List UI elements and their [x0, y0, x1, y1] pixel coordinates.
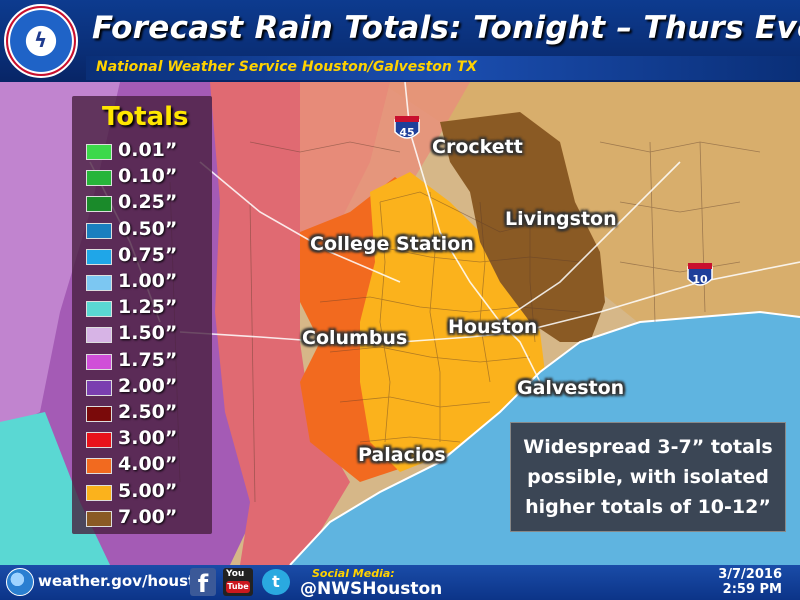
legend-item: 0.75”	[86, 243, 210, 269]
legend-item: 0.25”	[86, 191, 210, 216]
legend-swatch	[86, 144, 112, 160]
legend-label: 0.10”	[118, 165, 178, 188]
social-media-label: Social Media:	[312, 567, 395, 580]
legend-item: 1.00”	[86, 270, 210, 295]
globe-icon	[6, 568, 34, 596]
page-title: Forecast Rain Totals: Tonight – Thurs Ev…	[92, 10, 800, 46]
legend-label: 1.25”	[118, 296, 178, 319]
legend-label: 7.00”	[118, 505, 178, 528]
legend-swatch	[86, 301, 112, 318]
city-label-palacios: Palacios	[358, 444, 446, 466]
legend-item: 1.25”	[86, 296, 210, 321]
legend-swatch	[86, 510, 112, 527]
legend-swatch	[86, 458, 112, 475]
legend-label: 2.50”	[118, 401, 178, 423]
social-handle[interactable]: @NWSHouston	[300, 579, 443, 599]
legend-label: 1.75”	[118, 348, 178, 371]
callout-line-2: possible, with isolated	[527, 466, 769, 488]
nws-logo: ϟ	[4, 4, 78, 78]
facebook-icon[interactable]: f	[190, 568, 216, 598]
city-label-galveston: Galveston	[517, 377, 625, 399]
legend-label: 1.50”	[118, 322, 178, 345]
legend-label: 0.50”	[118, 217, 178, 240]
legend-item: 0.50”	[86, 217, 210, 243]
subtitle-bar	[86, 56, 800, 80]
timestamp: 3/7/2016 2:59 PM	[682, 567, 782, 597]
legend-label: 2.00”	[118, 374, 178, 397]
legend-label: 1.00”	[118, 270, 178, 292]
legend-label: 5.00”	[118, 479, 178, 502]
gold-band	[360, 172, 545, 472]
issue-date: 3/7/2016	[718, 567, 782, 582]
legend-label: 4.00”	[118, 453, 178, 476]
logo-center	[27, 27, 55, 55]
issue-time: 2:59 PM	[722, 582, 782, 597]
legend-swatch	[86, 432, 112, 449]
office-subtitle: National Weather Service Houston/Galvest…	[96, 59, 478, 75]
legend-item: 1.75”	[86, 348, 210, 374]
city-label-houston: Houston	[448, 316, 538, 338]
interstate-45-shield: 45	[394, 116, 420, 139]
legend-swatch	[86, 353, 112, 370]
legend-swatch	[86, 327, 112, 344]
callout-line-1: Widespread 3-7” totals	[523, 436, 773, 458]
legend-item: 7.00”	[86, 505, 210, 531]
legend-label: 0.25”	[118, 191, 178, 214]
brown-band	[440, 112, 605, 342]
legend-label: 0.01”	[118, 139, 178, 161]
header-banner: ϟ Forecast Rain Totals: Tonight – Thurs …	[0, 0, 800, 82]
legend-item: 0.01”	[86, 139, 210, 164]
legend-swatch	[86, 406, 112, 422]
interstate-45-label: 45	[399, 126, 414, 139]
interstate-10-label: 10	[692, 273, 708, 286]
legend-swatch	[86, 248, 112, 265]
legend-item: 5.00”	[86, 479, 210, 505]
youtube-tube-text: Tube	[226, 581, 250, 593]
youtube-you-text: You	[226, 569, 245, 579]
city-label-crockett: Crockett	[432, 136, 523, 158]
lightning-icon: ϟ	[34, 28, 48, 52]
city-label-livingston: Livingston	[505, 208, 617, 230]
twitter-icon[interactable]: t	[262, 569, 290, 595]
callout-line-3: higher totals of 10-12”	[525, 496, 771, 518]
legend-item: 0.10”	[86, 165, 210, 190]
legend-swatch	[86, 484, 112, 501]
legend-swatch	[86, 170, 112, 187]
city-label-college-station: College Station	[310, 233, 474, 255]
website-link[interactable]: weather.gov/houston	[38, 572, 217, 590]
legend-swatch	[86, 275, 112, 291]
footer-bar: weather.gov/houston f You Tube t Social …	[0, 565, 800, 600]
legend-swatch	[86, 196, 112, 213]
legend-item: 3.00”	[86, 427, 210, 452]
legend-item: 2.50”	[86, 401, 210, 426]
coastline	[289, 310, 800, 565]
legend-swatch	[86, 379, 112, 396]
city-label-columbus: Columbus	[302, 327, 408, 349]
legend-panel: Totals 0.01” 0.10” 0.25” 0.50” 0.75” 1.00” 1.2…	[72, 96, 212, 534]
legend-swatch	[86, 222, 112, 239]
interstate-10-shield: 10	[687, 263, 713, 286]
legend-item: 4.00”	[86, 453, 210, 478]
callout-box: Widespread 3-7” totals possible, with is…	[510, 422, 786, 532]
legend-label: 0.75”	[118, 243, 178, 266]
legend-item: 2.00”	[86, 374, 210, 400]
legend-label: 3.00”	[118, 427, 178, 450]
youtube-icon[interactable]: You Tube	[223, 568, 253, 596]
legend-item: 1.50”	[86, 322, 210, 347]
legend-title: Totals	[102, 102, 189, 132]
